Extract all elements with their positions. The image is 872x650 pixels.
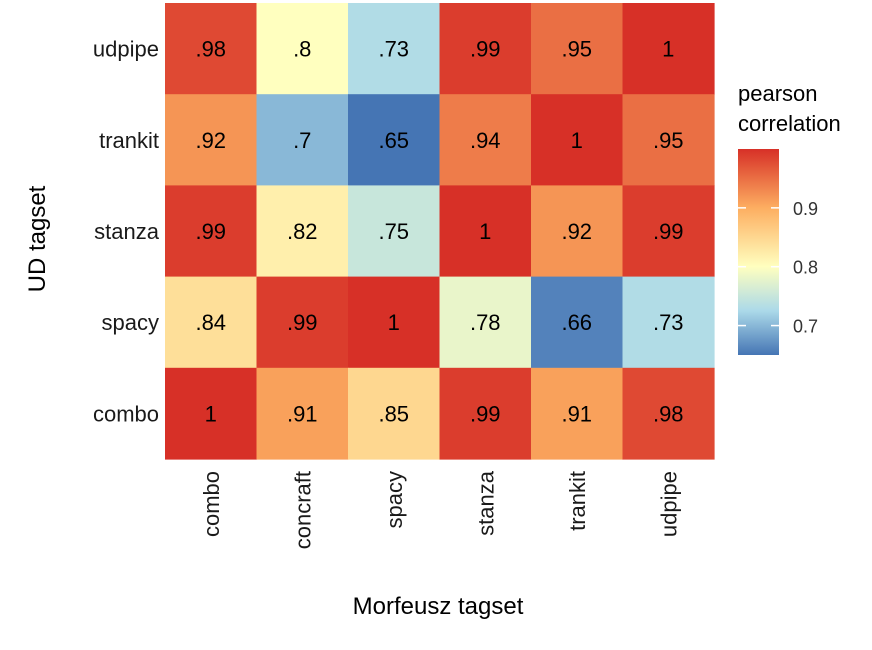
- legend-tick-label: 0.8: [793, 258, 818, 278]
- cell-value-label: .73: [378, 37, 409, 62]
- y-tick-label-combo: combo: [93, 401, 159, 426]
- cell-value-label: .95: [653, 128, 684, 153]
- cell-value-label: .99: [470, 401, 501, 426]
- heatmap-cell-udpipe-stanza: [439, 3, 532, 95]
- cell-value-label: .82: [287, 219, 318, 244]
- cell-value-label: .84: [195, 310, 226, 335]
- cell-value-label: .65: [378, 128, 409, 153]
- legend-tick-label: 0.7: [793, 317, 818, 337]
- x-axis-tick-labels: combo concraft spacy stanza trankit udpipe: [199, 470, 682, 549]
- heatmap-cell-trankit-stanza: [439, 94, 532, 186]
- y-tick-label-udpipe: udpipe: [93, 37, 159, 62]
- heatmap-cells: [165, 3, 715, 460]
- cell-value-label: .98: [653, 401, 684, 426]
- x-tick-label-trankit: trankit: [565, 471, 590, 531]
- heatmap-cell-stanza-trankit: [531, 185, 624, 278]
- cell-value-label: 1: [388, 310, 400, 335]
- heatmap-cell-udpipe-trankit: [531, 3, 624, 95]
- cell-value-label: .92: [561, 219, 592, 244]
- x-axis-title: Morfeusz tagset: [353, 593, 524, 620]
- y-axis-tick-labels: udpipe trankit stanza spacy combo: [93, 37, 160, 427]
- cell-value-label: .99: [653, 219, 684, 244]
- legend-ticks: 0.9 0.8 0.7: [738, 199, 818, 337]
- heatmap-cell-spacy-concraft: [256, 276, 349, 369]
- cell-value-label: 1: [662, 37, 674, 62]
- heatmap-cell-spacy-combo: [165, 276, 258, 369]
- y-tick-label-spacy: spacy: [102, 310, 159, 335]
- cell-value-label: .95: [561, 37, 592, 62]
- heatmap-cell-udpipe-udpipe: [622, 3, 715, 95]
- heatmap-cell-udpipe-combo: [165, 3, 258, 95]
- heatmap-cell-combo-concraft: [256, 367, 349, 460]
- cell-value-label: .99: [287, 310, 318, 335]
- cell-value-label: .94: [470, 128, 501, 153]
- cell-value-label: .66: [561, 310, 592, 335]
- heatmap-cell-trankit-trankit: [531, 94, 624, 186]
- legend-tick-label: 0.9: [793, 199, 818, 219]
- cell-value-label: 1: [205, 401, 217, 426]
- heatmap-cell-combo-udpipe: [622, 367, 715, 460]
- cell-value-label: .98: [195, 37, 226, 62]
- cell-value-label: .75: [378, 219, 409, 244]
- x-tick-label-spacy: spacy: [382, 471, 407, 528]
- cell-value-label: .91: [561, 401, 592, 426]
- heatmap-cell-udpipe-concraft: [256, 3, 349, 95]
- cell-value-label: .7: [293, 128, 311, 153]
- heatmap-cell-spacy-spacy: [348, 276, 441, 369]
- heatmap-cell-udpipe-spacy: [348, 3, 441, 95]
- cell-value-label: .78: [470, 310, 501, 335]
- heatmap-cell-combo-stanza: [439, 367, 532, 460]
- legend-title-line-2: correlation: [738, 111, 841, 136]
- cell-value-label: .8: [293, 37, 311, 62]
- heatmap-cell-spacy-udpipe: [622, 276, 715, 369]
- heatmap-cell-stanza-concraft: [256, 185, 349, 278]
- heatmap-cell-stanza-stanza: [439, 185, 532, 278]
- x-tick-label-stanza: stanza: [473, 470, 498, 536]
- heatmap-cell-labels: .98 .8 .73 .99 .95 1 .92 .7 .65 .94 1 .95 .99 .82 .75 1…: [195, 37, 683, 427]
- cell-value-label: .99: [470, 37, 501, 62]
- y-tick-label-trankit: trankit: [99, 128, 159, 153]
- cell-value-label: 1: [479, 219, 491, 244]
- heatmap-cell-combo-spacy: [348, 367, 441, 460]
- cell-value-label: .85: [378, 401, 409, 426]
- heatmap-cell-combo-combo: [165, 367, 258, 460]
- heatmap-cell-trankit-udpipe: [622, 94, 715, 186]
- cell-value-label: .91: [287, 401, 318, 426]
- heatmap-cell-stanza-udpipe: [622, 185, 715, 278]
- heatmap-cell-combo-trankit: [531, 367, 624, 460]
- cell-value-label: .92: [195, 128, 226, 153]
- legend-title-line-1: pearson: [738, 81, 818, 106]
- cell-value-label: .73: [653, 310, 684, 335]
- x-tick-label-udpipe: udpipe: [656, 471, 681, 537]
- heatmap-cell-trankit-spacy: [348, 94, 441, 186]
- color-legend: pearson correlation 0.9 0.8 0.7: [738, 81, 841, 355]
- heatmap-cell-stanza-combo: [165, 185, 258, 278]
- heatmap-cell-spacy-trankit: [531, 276, 624, 369]
- x-tick-label-concraft: concraft: [290, 471, 315, 549]
- y-axis-title: UD tagset: [24, 185, 51, 292]
- heatmap-cell-trankit-concraft: [256, 94, 349, 186]
- heatmap-cell-spacy-stanza: [439, 276, 532, 369]
- x-tick-label-combo: combo: [199, 471, 224, 537]
- cell-value-label: .99: [195, 219, 226, 244]
- cell-value-label: 1: [571, 128, 583, 153]
- heatmap-cell-stanza-spacy: [348, 185, 441, 278]
- y-tick-label-stanza: stanza: [94, 219, 160, 244]
- legend-color-bar: [738, 149, 779, 355]
- heatmap-cell-trankit-combo: [165, 94, 258, 186]
